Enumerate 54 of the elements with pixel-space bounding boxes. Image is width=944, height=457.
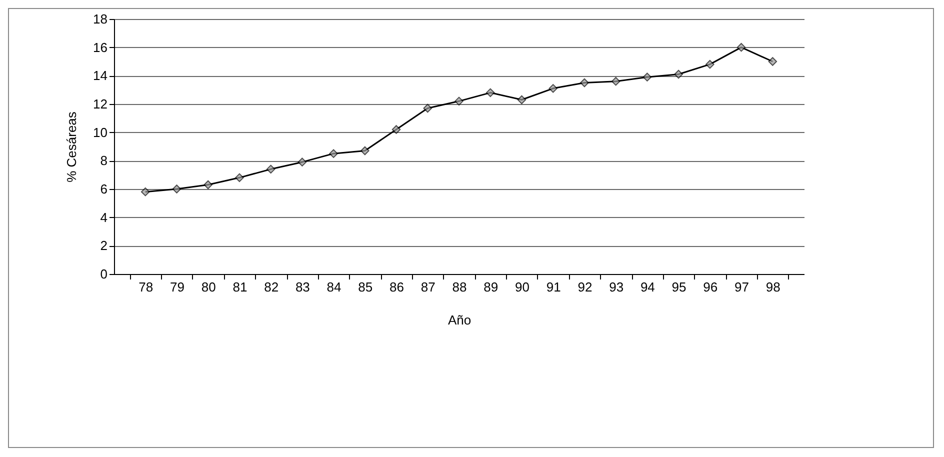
y-axis-title: % Cesáreas: [64, 111, 80, 182]
y-tick-label: 14: [93, 68, 108, 84]
point: [768, 57, 778, 66]
point: [517, 95, 526, 104]
x-tick-label: 86: [390, 280, 404, 294]
point: [642, 72, 652, 82]
y-tick-label: 2: [100, 238, 108, 254]
point: [674, 70, 683, 79]
x-tick-label: 89: [484, 280, 498, 294]
x-tick-label: 90: [514, 280, 530, 294]
point: [298, 158, 307, 166]
x-tick-label: 87: [420, 280, 436, 294]
x-tick-label: 81: [232, 280, 248, 294]
x-tick-label: 79: [170, 280, 184, 294]
point: [204, 180, 212, 190]
point: [580, 78, 589, 88]
point: [736, 42, 746, 52]
point: [392, 125, 401, 134]
point: [235, 173, 244, 182]
point: [454, 96, 464, 106]
point: [423, 104, 432, 113]
point: [140, 187, 150, 196]
y-tick-label: 18: [93, 12, 108, 26]
y-tick-label: 6: [100, 182, 108, 196]
x-tick-label: 84: [326, 280, 342, 294]
x-tick-label: 96: [703, 280, 718, 294]
x-tick-label: 82: [264, 280, 279, 294]
x-tick-label: 85: [358, 280, 373, 294]
point: [172, 184, 182, 194]
x-tick-label: 91: [546, 280, 561, 294]
x-axis-title: Año: [448, 312, 472, 328]
point: [360, 146, 370, 156]
point: [548, 84, 558, 93]
x-tick-label: 83: [295, 280, 310, 294]
x-tick-label: 98: [766, 280, 780, 294]
point: [329, 149, 338, 158]
y-tick-label: 10: [93, 124, 108, 140]
y-tick-label: 8: [100, 153, 108, 168]
point: [266, 164, 276, 174]
x-tick-label: 80: [201, 280, 216, 294]
x-tick-label: 95: [672, 280, 686, 294]
x-tick-label: 97: [734, 280, 750, 294]
x-tick-label: 94: [640, 280, 655, 294]
point: [611, 76, 620, 86]
x-tick-label: 92: [578, 280, 592, 294]
y-tick-label: 16: [93, 40, 108, 55]
point: [486, 88, 495, 98]
x-tick-label: 88: [452, 280, 467, 294]
point: [706, 60, 714, 69]
y-tick-label: 4: [100, 210, 108, 225]
y-tick-label: 0: [100, 266, 108, 282]
y-tick-label: 12: [93, 96, 108, 112]
x-tick-label: 93: [609, 280, 624, 294]
x-tick-label: 78: [138, 280, 154, 294]
